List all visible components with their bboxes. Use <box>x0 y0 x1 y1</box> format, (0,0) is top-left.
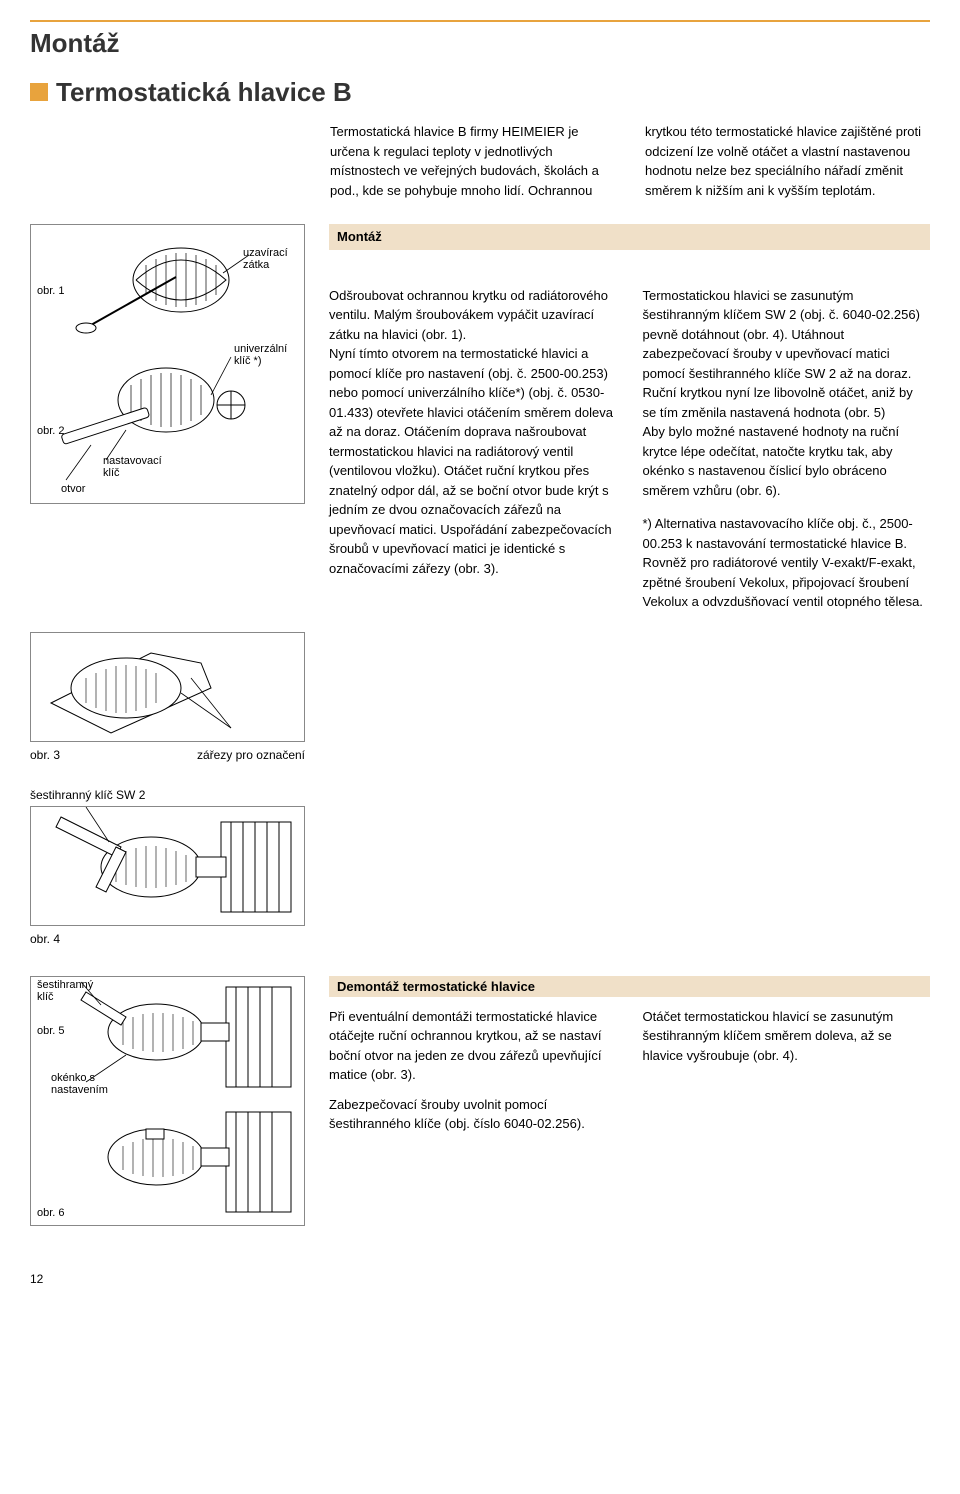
main-row: uzavírací zátka obr. 1 univerzální klíč … <box>30 224 930 612</box>
montaz-col1: Odšroubovat ochrannou krytku od radiátor… <box>329 286 617 612</box>
callout-sw2: šestihranný klíč SW 2 <box>30 788 305 802</box>
fig3-label: obr. 3 <box>30 748 60 762</box>
callout-univ-klic: univerzální klíč *) <box>234 343 298 367</box>
figure-3-svg <box>31 633 304 741</box>
montaz-text-columns: Montáž Odšroubovat ochrannou krytku od r… <box>329 224 930 612</box>
figure-5-6-box: šestihranný klíč obr. 5 okénko s nastave… <box>30 976 305 1226</box>
figure-5-6-svg <box>31 977 304 1225</box>
demount-col1-p1: Při eventuální demontáži termostatické h… <box>329 1007 617 1085</box>
callout-otvor: otvor <box>61 483 85 495</box>
figure-1-2-box: uzavírací zátka obr. 1 univerzální klíč … <box>30 224 305 504</box>
fig6-label: obr. 6 <box>37 1207 65 1219</box>
montaz-col2-p1: Termostatickou hlavici se zasunutým šest… <box>643 286 931 501</box>
fig2-label: obr. 2 <box>37 425 65 437</box>
page-title: Montáž <box>30 28 930 59</box>
figure-column: uzavírací zátka obr. 1 univerzální klíč … <box>30 224 305 612</box>
callout-zatka: uzavírací zátka <box>243 247 298 271</box>
demount-text: Demontáž termostatické hlavice Při event… <box>329 976 930 1232</box>
fig1-label: obr. 1 <box>37 285 65 297</box>
fig4-label: obr. 4 <box>30 932 305 946</box>
demount-col1-p2: Zabezpečovací šrouby uvolnit pomocí šest… <box>329 1095 617 1134</box>
callout-nast-klic: nastavovací klíč <box>103 455 173 479</box>
demount-heading: Demontáž termostatické hlavice <box>329 976 930 997</box>
montaz-col2-p2: *) Alternativa nastavovacího klíče obj. … <box>643 514 931 612</box>
intro-right: krytkou této termostatické hlavice zajiš… <box>645 122 930 200</box>
callout-hex-klic: šestihranný klíč <box>37 979 107 1003</box>
figure-4-svg <box>31 807 304 925</box>
montaz-heading: Montáž <box>329 224 930 250</box>
intro-left: Termostatická hlavice B firmy HEIMEIER j… <box>330 122 615 200</box>
figure-4-box <box>30 806 305 926</box>
figure-4-wrap: šestihranný klíč SW 2 <box>30 788 305 946</box>
section-heading: Termostatická hlavice B <box>30 77 930 108</box>
figure-3-box <box>30 632 305 742</box>
demount-col2: Otáčet termostatickou hlavicí se zasunut… <box>643 1007 931 1134</box>
demount-row: šestihranný klíč obr. 5 okénko s nastave… <box>30 976 930 1232</box>
figure-5-6-col: šestihranný klíč obr. 5 okénko s nastave… <box>30 976 305 1232</box>
callout-zarezy: zářezy pro označení <box>197 748 305 762</box>
header-rule <box>30 20 930 22</box>
section-title-text: Termostatická hlavice B <box>56 77 352 107</box>
intro-columns: Termostatická hlavice B firmy HEIMEIER j… <box>330 122 930 200</box>
figure-3-wrap: obr. 3 zářezy pro označení <box>30 632 305 762</box>
page-number: 12 <box>30 1272 930 1286</box>
fig5-label: obr. 5 <box>37 1025 65 1037</box>
accent-square-icon <box>30 83 48 101</box>
callout-okenko: okénko s nastavením <box>51 1072 131 1096</box>
